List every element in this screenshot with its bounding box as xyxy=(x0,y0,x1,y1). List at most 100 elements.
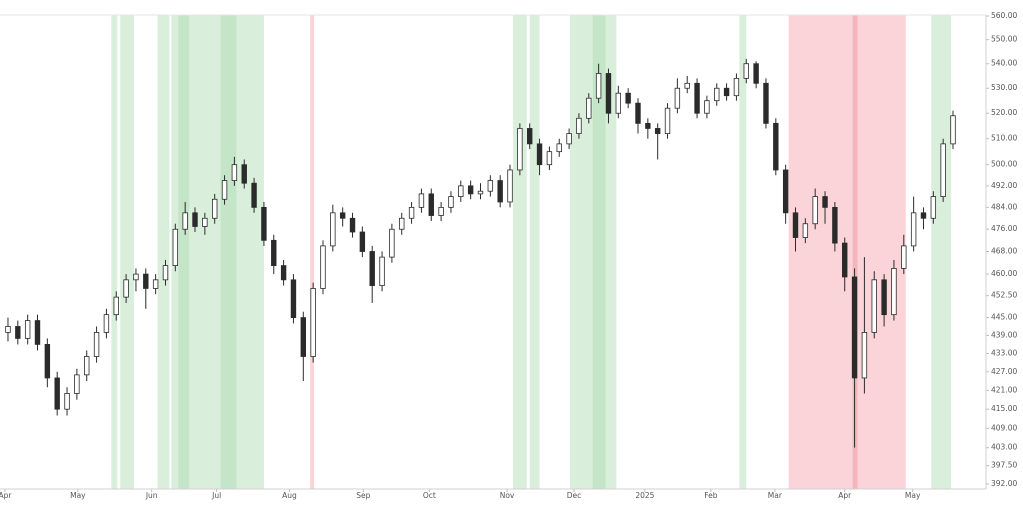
x-tick-label: Apr xyxy=(0,491,12,500)
candle-body xyxy=(64,393,70,410)
candle-body xyxy=(704,100,710,114)
candle-body xyxy=(369,251,375,286)
candle-body xyxy=(910,212,917,247)
candle-body xyxy=(684,82,690,89)
y-tick-label: 476.00 xyxy=(991,224,1017,233)
candle-body xyxy=(359,231,366,252)
candle-body xyxy=(438,206,444,216)
candle-body xyxy=(733,77,740,97)
x-tick-label: Feb xyxy=(704,491,718,500)
candle-body xyxy=(84,356,90,376)
y-tick-label: 530.00 xyxy=(991,83,1017,92)
candle-body xyxy=(546,151,553,166)
candle-body xyxy=(930,196,937,219)
highlight-band xyxy=(220,15,237,489)
highlight-band xyxy=(310,15,315,489)
y-tick-label: 452.50 xyxy=(991,291,1017,300)
y-tick-label: 468.00 xyxy=(991,246,1017,255)
candle-body xyxy=(15,326,21,339)
candle-body xyxy=(133,273,139,281)
candle-body xyxy=(871,279,877,333)
x-tick-label: Jul xyxy=(211,491,221,500)
candle-body xyxy=(615,92,622,114)
candle-body xyxy=(300,317,306,357)
highlight-band xyxy=(529,15,540,489)
candle-body xyxy=(901,245,907,269)
highlight-band xyxy=(120,15,134,489)
candle-body xyxy=(143,273,149,289)
y-tick-label: 421.00 xyxy=(991,385,1017,394)
candle-body xyxy=(851,276,858,379)
candle-body xyxy=(832,206,838,244)
candle-body xyxy=(320,245,326,289)
candle-body xyxy=(113,296,119,316)
y-tick-label: 403.00 xyxy=(991,443,1017,452)
candle-body xyxy=(418,193,425,208)
x-tick-label: Aug xyxy=(282,491,297,500)
candle-body xyxy=(605,73,612,114)
x-tick-label: Apr xyxy=(838,491,852,500)
candle-body xyxy=(202,217,208,227)
candle-body xyxy=(861,332,868,379)
y-tick-label: 492.00 xyxy=(991,181,1017,190)
candle-body xyxy=(743,63,749,79)
y-tick-label: 415.00 xyxy=(991,404,1017,413)
candle-body xyxy=(625,92,631,104)
candle-body xyxy=(389,228,395,258)
candle-body xyxy=(891,268,897,316)
candle-body xyxy=(467,185,474,195)
y-tick-label: 484.00 xyxy=(991,202,1017,211)
candle-body xyxy=(654,128,661,134)
y-tick-label: 427.00 xyxy=(991,367,1017,376)
highlight-band xyxy=(512,15,527,489)
candle-body xyxy=(595,73,602,99)
candle-body xyxy=(881,279,887,316)
candle-body xyxy=(664,107,671,134)
x-tick-label: Sep xyxy=(356,491,370,500)
candle-body xyxy=(74,374,80,394)
candle-body xyxy=(694,82,700,114)
candle-body xyxy=(507,169,513,203)
y-tick-label: 550.00 xyxy=(991,35,1017,44)
x-tick-label: Oct xyxy=(423,491,436,500)
candle-body xyxy=(349,217,356,233)
candle-body xyxy=(123,279,129,298)
candle-body xyxy=(723,87,730,97)
candle-body xyxy=(271,239,277,266)
candle-body xyxy=(635,102,641,124)
candle-body xyxy=(162,265,169,281)
candle-body xyxy=(339,212,346,219)
y-tick-label: 409.00 xyxy=(991,423,1017,432)
candle-body xyxy=(261,206,267,241)
candle-body xyxy=(103,314,110,333)
y-tick-label: 445.00 xyxy=(991,313,1017,322)
candle-body xyxy=(645,122,651,129)
candle-body xyxy=(54,377,60,410)
candle-body xyxy=(221,180,228,200)
y-tick-label: 397.50 xyxy=(991,461,1017,470)
highlight-band xyxy=(178,15,190,489)
candle-body xyxy=(448,196,454,208)
candle-body xyxy=(812,196,818,225)
candle-body xyxy=(172,228,179,266)
candle-body xyxy=(527,128,533,145)
candle-body xyxy=(556,143,562,153)
candle-body xyxy=(763,82,769,124)
candle-body xyxy=(280,265,287,281)
candle-body xyxy=(950,115,956,145)
y-tick-label: 433.00 xyxy=(991,348,1017,357)
candles xyxy=(5,58,956,448)
candle-body xyxy=(842,242,848,278)
candle-body xyxy=(399,217,405,230)
highlight-band xyxy=(852,15,858,489)
y-tick-label: 520.00 xyxy=(991,108,1017,117)
candle-body xyxy=(792,212,799,238)
candle-body xyxy=(487,180,494,192)
candle-body xyxy=(379,256,385,286)
candle-body xyxy=(940,143,946,197)
candle-body xyxy=(802,223,809,238)
candle-body xyxy=(93,332,100,357)
candle-body xyxy=(782,169,789,214)
x-tick-label: Mar xyxy=(768,491,783,500)
